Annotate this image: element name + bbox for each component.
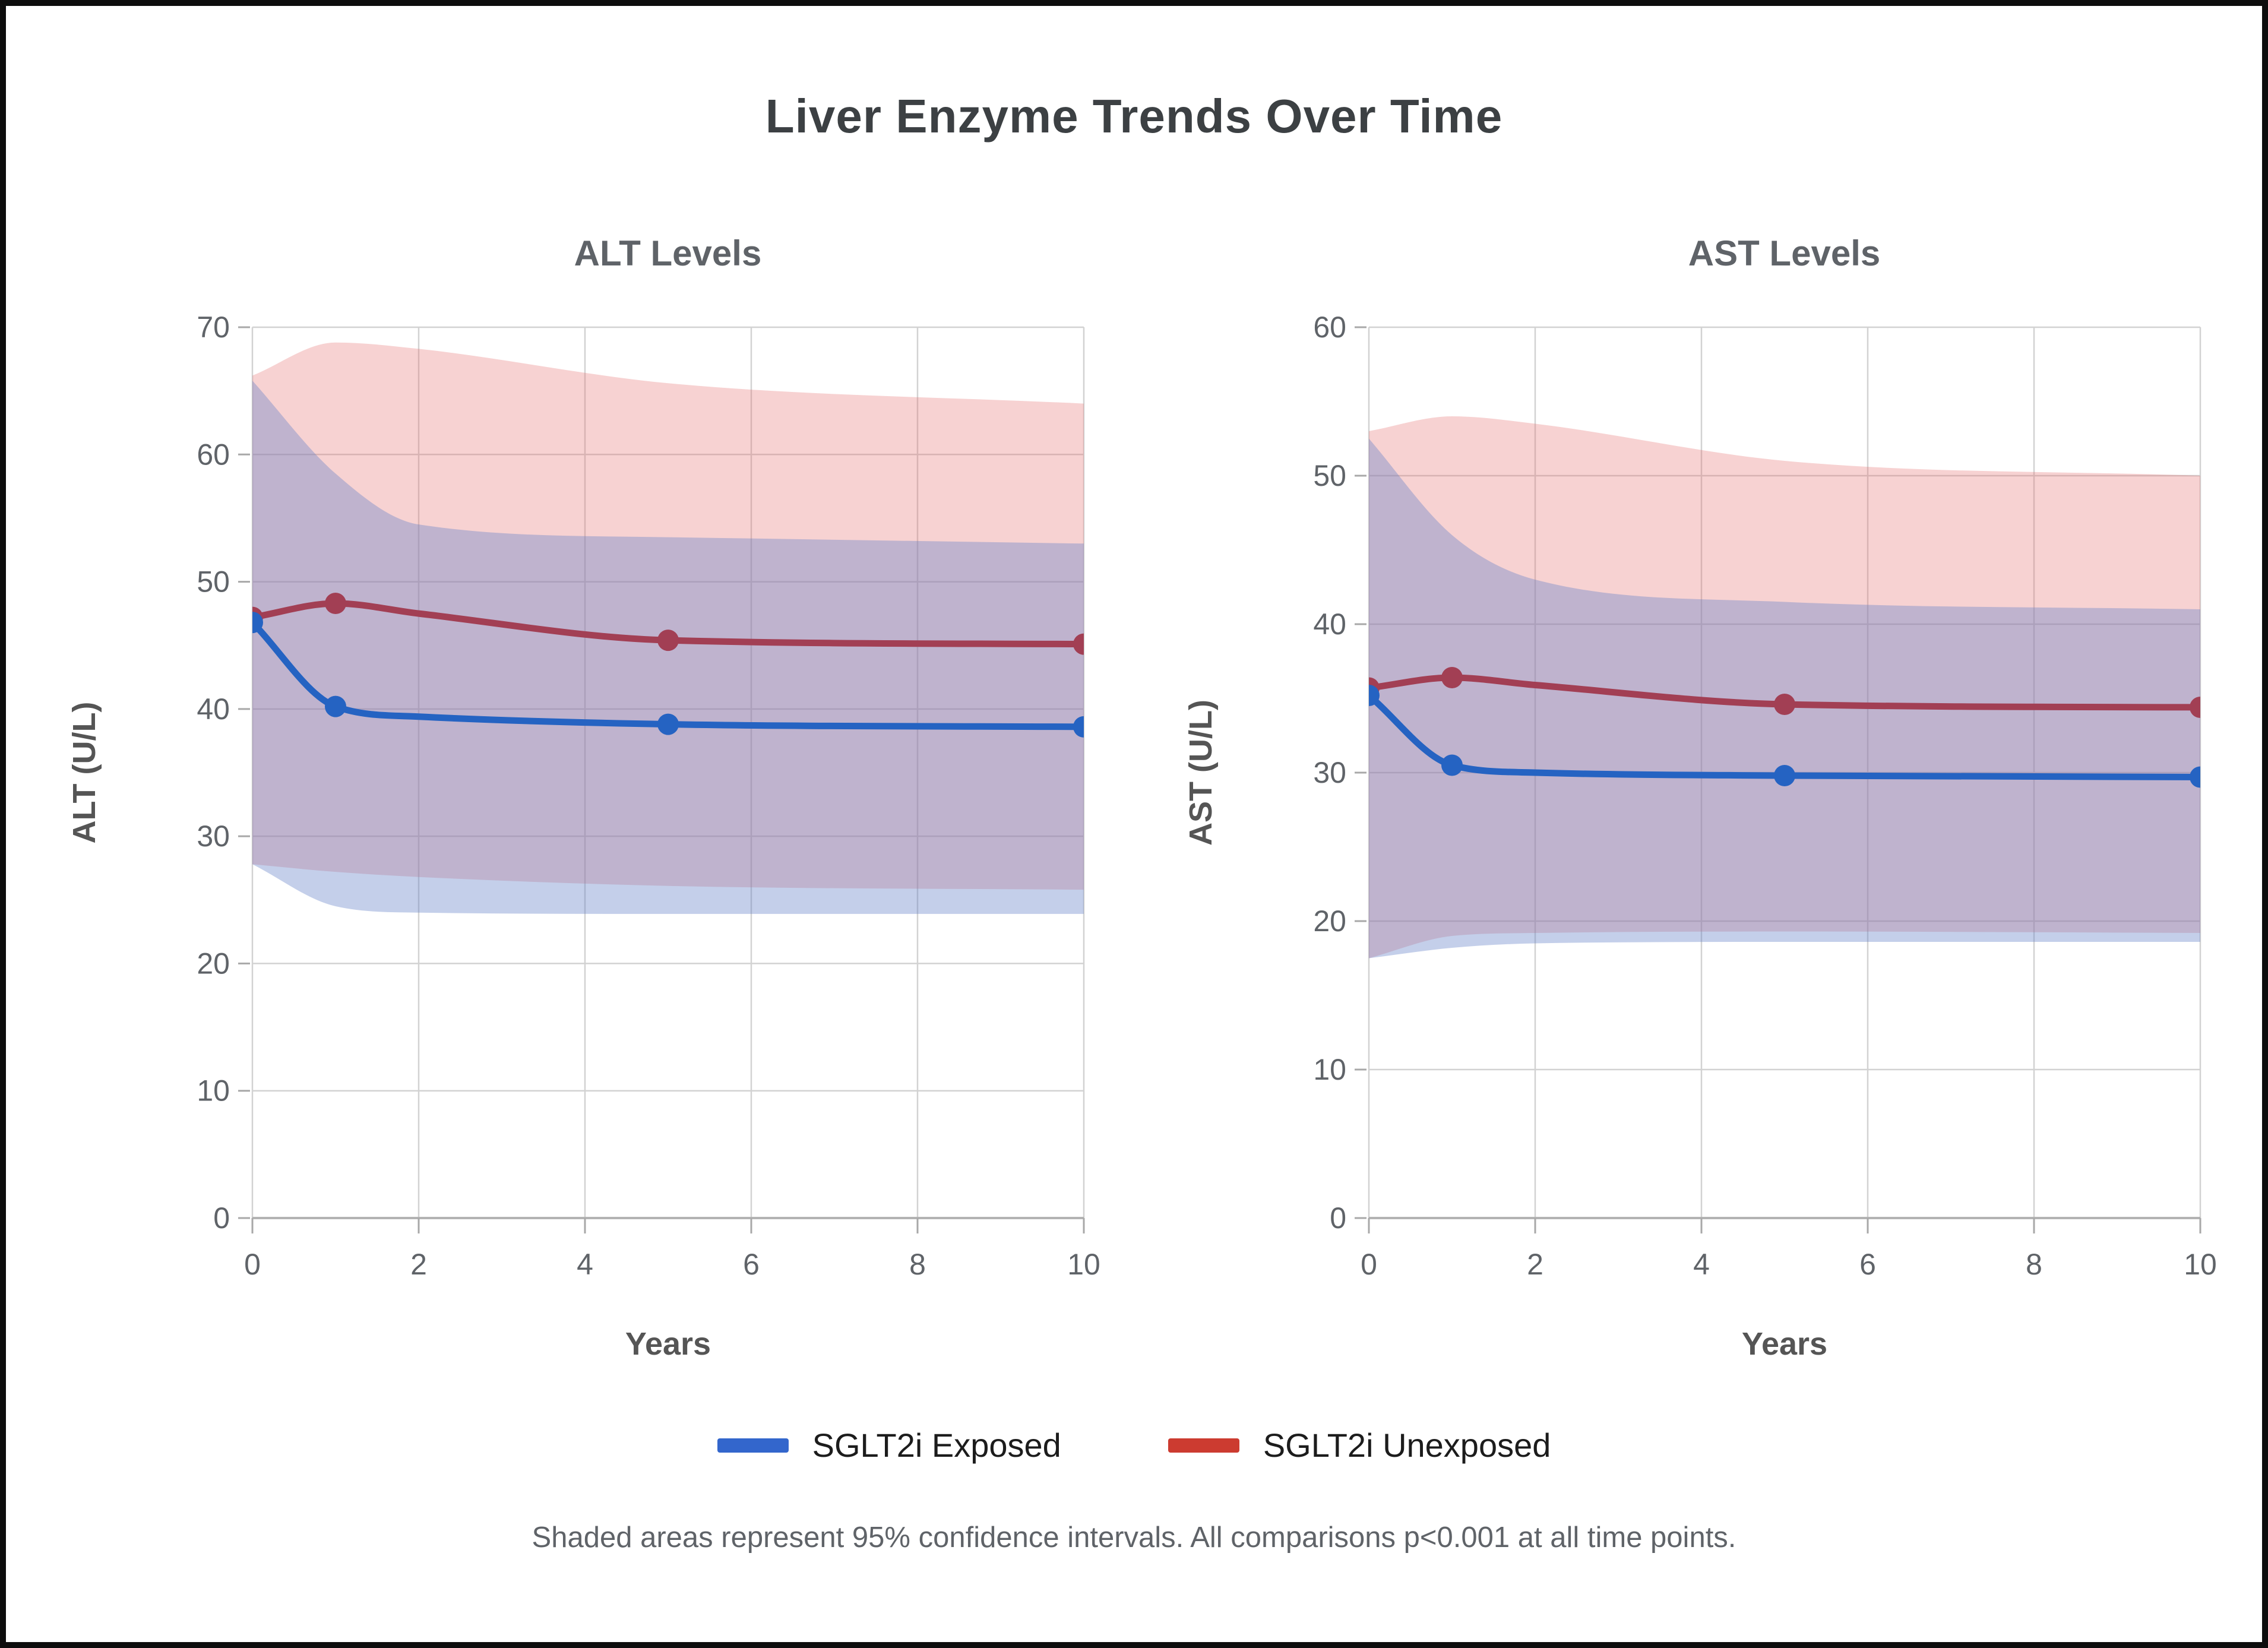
x-tick-label: 6: [1859, 1248, 1876, 1281]
legend-label-exposed: SGLT2i Exposed: [812, 1426, 1061, 1464]
exposed-data-point-marker: [324, 695, 346, 717]
unexposed-line-swatch-icon: [1168, 1438, 1239, 1453]
x-tick-label: 2: [410, 1248, 427, 1281]
exposed-data-point-marker: [2189, 766, 2200, 788]
legend: SGLT2i Exposed SGLT2i Unexposed: [6, 1426, 2262, 1464]
legend-item-unexposed: SGLT2i Unexposed: [1168, 1426, 1551, 1464]
exposed-line-swatch-icon: [717, 1438, 789, 1453]
y-tick-label: 10: [1313, 1053, 1346, 1086]
y-tick-label: 0: [213, 1201, 230, 1235]
exposed-data-point-marker: [252, 612, 263, 634]
x-tick-label: 4: [577, 1248, 593, 1281]
y-tick-label: 0: [1330, 1201, 1346, 1235]
x-axis-title: Years: [625, 1326, 710, 1362]
x-tick-label: 6: [743, 1248, 760, 1281]
x-tick-label: 4: [1693, 1248, 1710, 1281]
y-tick-label: 50: [1313, 459, 1346, 492]
charts-row: ALT Levels 0 10 20 30 40 50 60 70 0 2 4 6 8 10 Years AL…: [6, 233, 2262, 1390]
x-tick-label: 10: [1067, 1248, 1100, 1281]
y-tick-label: 40: [197, 692, 230, 726]
plot-area: [252, 342, 1084, 914]
y-axis-title: ALT (U/L): [67, 702, 102, 844]
ast-chart-title: AST Levels: [1688, 233, 1881, 273]
x-tick-label: 2: [1527, 1248, 1543, 1281]
unexposed-data-point-marker: [1441, 667, 1463, 688]
x-tick-label: 0: [1361, 1248, 1377, 1281]
unexposed-confidence-band: [252, 342, 1084, 890]
unexposed-data-point-marker: [1073, 633, 1084, 655]
y-tick-label: 40: [1313, 608, 1346, 641]
x-tick-label: 8: [2026, 1248, 2042, 1281]
exposed-data-point-marker: [1073, 716, 1084, 738]
exposed-data-point-marker: [1441, 754, 1463, 776]
y-tick-label: 20: [1313, 904, 1346, 938]
x-tick-label: 10: [2184, 1248, 2217, 1281]
y-tick-label: 20: [197, 947, 230, 980]
exposed-data-point-marker: [1368, 685, 1380, 706]
unexposed-data-point-marker: [324, 593, 346, 614]
x-tick-label: 8: [909, 1248, 926, 1281]
y-tick-label: 50: [197, 565, 230, 599]
ast-chart-svg: 0 10 20 30 40 50 60 0 2 4 6 8 10 Years AST (U/L): [1183, 311, 2217, 1362]
exposed-line: [252, 619, 1084, 730]
alt-chart-svg: 0 10 20 30 40 50 60 70 0 2 4 6 8 10 Years ALT (U/L): [67, 311, 1100, 1362]
plot-area: [1368, 416, 2200, 959]
y-tick-label: 70: [197, 311, 230, 344]
page-title: Liver Enzyme Trends Over Time: [765, 90, 1503, 143]
footnote: Shaded areas represent 95% confidence in…: [532, 1522, 1736, 1554]
y-tick-label: 10: [197, 1074, 230, 1108]
alt-chart-panel: ALT Levels 0 10 20 30 40 50 60 70 0 2 4 6 8 10 Years AL…: [39, 233, 1114, 1390]
y-tick-label: 60: [1313, 311, 1346, 344]
y-tick-label: 30: [1313, 756, 1346, 789]
exposed-data-point-marker: [1773, 765, 1795, 786]
unexposed-data-point-marker: [1773, 694, 1795, 715]
legend-item-exposed: SGLT2i Exposed: [717, 1426, 1061, 1464]
alt-chart-title: ALT Levels: [574, 233, 762, 273]
y-axis-title: AST (U/L): [1183, 700, 1219, 846]
y-tick-label: 60: [197, 438, 230, 471]
unexposed-data-point-marker: [657, 630, 679, 651]
unexposed-data-point-marker: [2189, 697, 2200, 718]
x-tick-label: 0: [244, 1248, 261, 1281]
y-tick-label: 30: [197, 820, 230, 853]
legend-label-unexposed: SGLT2i Unexposed: [1263, 1426, 1551, 1464]
exposed-data-point-marker: [657, 713, 679, 735]
x-axis-title: Years: [1741, 1326, 1827, 1362]
ast-chart-panel: AST Levels 0 10 20 30 40 50 60 0 2 4 6 8 10 Years AST …: [1155, 233, 2230, 1390]
unexposed-confidence-band: [1368, 416, 2200, 959]
